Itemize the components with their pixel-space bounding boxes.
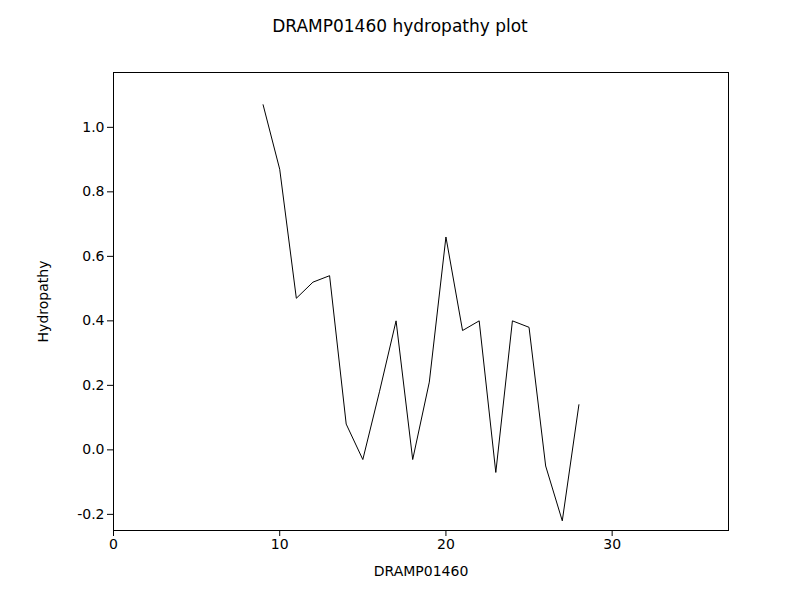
svg-text:20: 20 [437, 536, 455, 552]
svg-text:DRAMP01460: DRAMP01460 [374, 563, 469, 579]
svg-text:Hydropathy: Hydropathy [35, 261, 51, 343]
svg-text:1.0: 1.0 [82, 119, 104, 135]
svg-text:0.4: 0.4 [82, 312, 104, 328]
svg-text:0.8: 0.8 [82, 183, 104, 199]
svg-text:0.6: 0.6 [82, 248, 104, 264]
svg-text:10: 10 [271, 536, 289, 552]
svg-text:0.0: 0.0 [82, 441, 104, 457]
svg-text:0: 0 [109, 536, 118, 552]
svg-text:-0.2: -0.2 [77, 506, 104, 522]
svg-text:30: 30 [603, 536, 621, 552]
html-text:DRAMP01460 hydropathy plot: DRAMP01460 hydropathy plot [272, 16, 528, 36]
svg-text:0.2: 0.2 [82, 377, 104, 393]
